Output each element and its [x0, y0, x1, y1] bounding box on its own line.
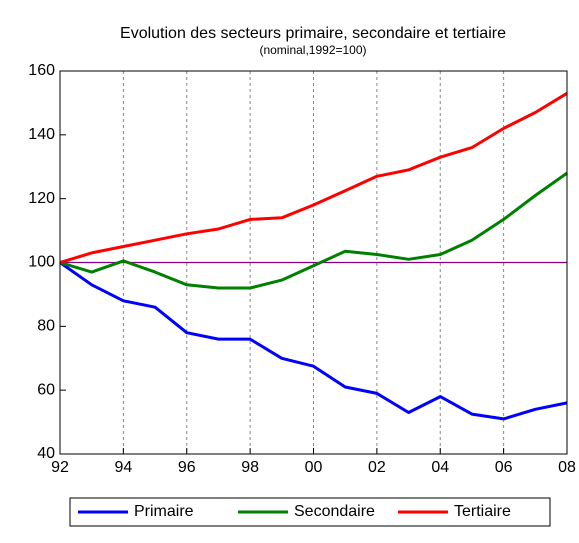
- x-tick-label: 08: [558, 459, 576, 476]
- x-tick-label: 04: [431, 459, 449, 476]
- x-tick-label: 00: [305, 459, 323, 476]
- x-tick-label: 02: [368, 459, 386, 476]
- legend-label: Secondaire: [294, 503, 375, 520]
- legend-box: [69, 497, 551, 527]
- x-tick-label: 06: [495, 459, 513, 476]
- y-tick-label: 140: [28, 126, 55, 143]
- series-line: [59, 92, 568, 264]
- legend-label: Primaire: [134, 503, 194, 520]
- x-tick-label: 94: [114, 459, 132, 476]
- series-line: [59, 261, 568, 421]
- x-tick-label: 96: [178, 459, 196, 476]
- y-tick-label: 40: [37, 445, 55, 462]
- y-tick-label: 160: [28, 62, 55, 79]
- x-tick-label: 98: [241, 459, 259, 476]
- y-tick-label: 60: [37, 381, 55, 398]
- chart-subtitle: (nominal,1992=100): [259, 43, 366, 57]
- y-tick-label: 120: [28, 190, 55, 207]
- legend-label: Tertiaire: [454, 503, 511, 520]
- plot-frame: [59, 70, 568, 455]
- series-line: [59, 171, 568, 290]
- x-tick-label: 92: [51, 459, 69, 476]
- y-tick-label: 100: [28, 254, 55, 271]
- chart-title: Evolution des secteurs primaire, seconda…: [120, 25, 506, 42]
- y-tick-label: 80: [37, 318, 55, 335]
